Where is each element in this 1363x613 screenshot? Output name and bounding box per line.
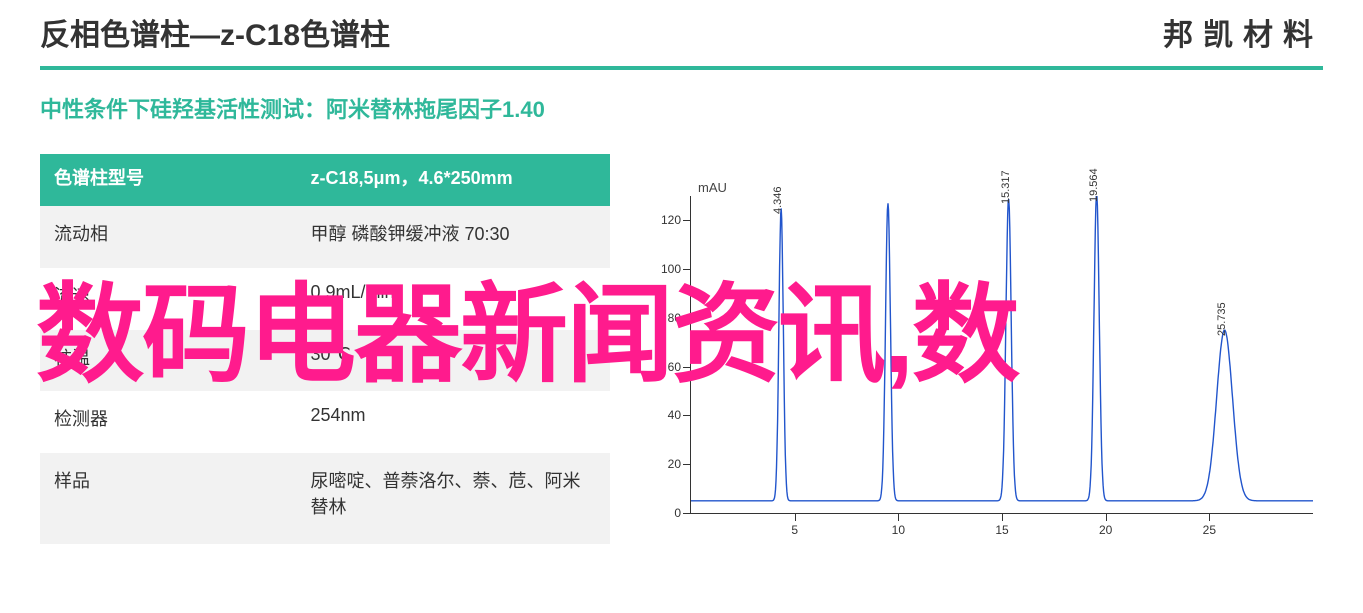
table-row: 检测器 254nm: [40, 391, 610, 453]
chart-xtick: [795, 513, 796, 521]
peak-label: 15.317: [1000, 171, 1012, 205]
peak-label: 25.735: [1216, 302, 1228, 336]
chart-ytick: [683, 464, 691, 465]
chart-xtick-label: 5: [791, 523, 798, 537]
chart-ytick: [683, 318, 691, 319]
table-header-value: z-C18,5μm，4.6*250mm: [297, 154, 611, 206]
param-label: 样品: [40, 453, 297, 544]
page-title: 反相色谱柱—z-C18色谱柱: [40, 10, 390, 54]
chart-xtick: [1106, 513, 1107, 521]
param-label: 检测器: [40, 391, 297, 453]
table-row: 样品 尿嘧啶、普萘洛尔、萘、苊、阿米替林: [40, 453, 610, 544]
chart-ytick-label: 0: [674, 506, 681, 520]
param-value: 0.9mL/min: [297, 268, 611, 330]
title-underline: [40, 66, 1323, 70]
chart-ytick: [683, 269, 691, 270]
chart-ytick-label: 20: [668, 457, 681, 471]
chart-ytick: [683, 367, 691, 368]
chart-ytick: [683, 415, 691, 416]
table-row: 流动相 甲醇 磷酸钾缓冲液 70:30: [40, 206, 610, 268]
chart-ytick-label: 100: [661, 262, 681, 276]
chromatogram-chart: mAU 0204060801001205101520254.34615.3171…: [640, 184, 1323, 544]
param-value: 30℃: [297, 330, 611, 392]
chart-xtick-label: 25: [1203, 523, 1216, 537]
chromatogram-line: [691, 196, 1313, 513]
chart-ytick-label: 60: [668, 360, 681, 374]
chart-ytick: [683, 513, 691, 514]
peak-label: 19.564: [1088, 168, 1100, 202]
chart-plot-area: 0204060801001205101520254.34615.31719.56…: [690, 196, 1313, 514]
subtitle: 中性条件下硅羟基活性测试：阿米替林拖尾因子1.40: [40, 92, 1363, 124]
param-label: 流速: [40, 268, 297, 330]
param-value: 254nm: [297, 391, 611, 453]
param-label: 柱温: [40, 330, 297, 392]
chart-ytick: [683, 220, 691, 221]
chart-xtick-label: 10: [892, 523, 905, 537]
chart-xtick-label: 20: [1099, 523, 1112, 537]
chart-xtick: [1002, 513, 1003, 521]
table-header-label: 色谱柱型号: [40, 154, 297, 206]
chart-ytick-label: 120: [661, 213, 681, 227]
peak-label: 4.346: [772, 187, 784, 215]
param-label: 流动相: [40, 206, 297, 268]
param-value: 尿嘧啶、普萘洛尔、萘、苊、阿米替林: [297, 453, 611, 544]
chart-ytick-label: 80: [668, 311, 681, 325]
chart-y-axis-label: mAU: [698, 180, 727, 195]
brand-logo-text: 邦凯材料: [1163, 10, 1323, 54]
param-value: 甲醇 磷酸钾缓冲液 70:30: [297, 206, 611, 268]
chart-xtick: [898, 513, 899, 521]
chart-xtick-label: 15: [995, 523, 1008, 537]
table-row: 流速 0.9mL/min: [40, 268, 610, 330]
chart-ytick-label: 40: [668, 408, 681, 422]
chart-xtick: [1209, 513, 1210, 521]
parameters-table: 色谱柱型号 z-C18,5μm，4.6*250mm 流动相 甲醇 磷酸钾缓冲液 …: [40, 154, 610, 544]
table-row: 柱温 30℃: [40, 330, 610, 392]
